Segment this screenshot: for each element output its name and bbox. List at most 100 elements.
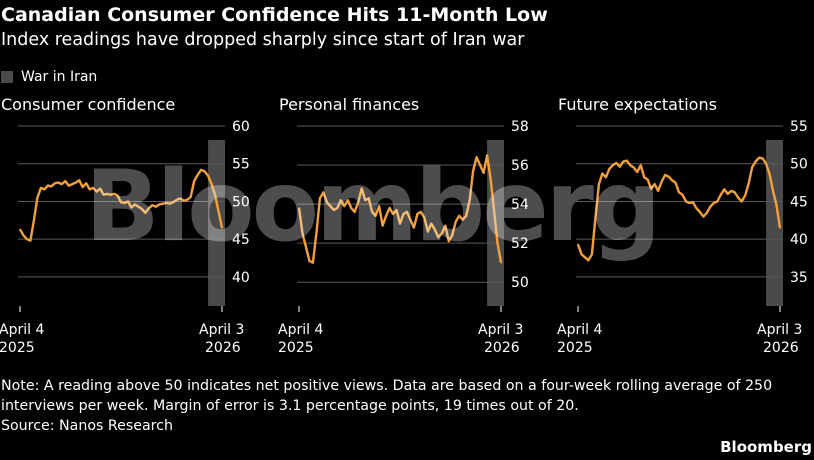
data-point-future-expectations (727, 193, 729, 195)
y-tick-label-future-expectations: 40 (790, 232, 808, 248)
data-point-personal-finances (402, 213, 405, 215)
data-point-future-expectations (723, 188, 726, 191)
data-point-consumer-confidence (207, 175, 209, 177)
data-point-consumer-confidence (221, 227, 223, 229)
data-point-consumer-confidence (127, 200, 129, 203)
data-point-personal-finances (472, 170, 474, 172)
data-point-consumer-confidence (123, 202, 126, 204)
data-point-personal-finances (312, 261, 314, 264)
data-point-personal-finances (388, 207, 391, 209)
data-point-consumer-confidence (137, 205, 140, 208)
data-point-personal-finances (333, 209, 335, 211)
data-point-personal-finances (381, 224, 384, 227)
data-point-future-expectations (667, 175, 670, 178)
data-point-personal-finances (448, 240, 450, 242)
legend: War in Iran (1, 69, 97, 85)
x-tick-label-future-expectations: April 4 (557, 322, 602, 338)
data-point-future-expectations (591, 253, 593, 256)
data-point-personal-finances (434, 228, 436, 231)
data-point-consumer-confidence (92, 187, 94, 189)
data-point-consumer-confidence (165, 202, 168, 204)
data-point-personal-finances (378, 205, 380, 207)
data-point-future-expectations (646, 178, 649, 181)
x-tick-label-consumer-confidence: April 3 (199, 322, 244, 338)
y-tick-label-personal-finances: 50 (511, 275, 529, 291)
data-point-consumer-confidence (43, 188, 46, 191)
data-point-future-expectations (632, 166, 635, 169)
data-point-personal-finances (301, 232, 304, 235)
data-point-future-expectations (619, 165, 621, 168)
data-point-personal-finances (413, 226, 415, 229)
war-band-future-expectations (766, 140, 783, 306)
data-point-consumer-confidence (109, 193, 112, 196)
data-point-future-expectations (733, 191, 736, 194)
data-point-consumer-confidence (182, 199, 185, 202)
chart-title: Canadian Consumer Confidence Hits 11-Mon… (1, 4, 548, 26)
data-point-future-expectations (674, 181, 677, 184)
data-point-personal-finances (423, 217, 426, 219)
data-point-personal-finances (465, 215, 468, 217)
data-point-consumer-confidence (214, 193, 216, 196)
data-point-future-expectations (626, 159, 628, 162)
data-point-personal-finances (326, 201, 328, 203)
data-point-consumer-confidence (162, 202, 164, 205)
data-point-consumer-confidence (22, 234, 25, 237)
data-point-personal-finances (416, 213, 419, 215)
data-point-future-expectations (772, 190, 774, 192)
data-point-future-expectations (699, 211, 701, 213)
data-point-future-expectations (765, 162, 767, 165)
data-point-consumer-confidence (175, 199, 178, 201)
y-tick-label-consumer-confidence: 40 (232, 270, 250, 286)
y-tick-label-future-expectations: 55 (790, 119, 808, 135)
y-tick-label-consumer-confidence: 60 (232, 119, 250, 135)
data-point-personal-finances (308, 260, 311, 262)
data-point-consumer-confidence (148, 207, 150, 209)
war-legend-swatch (1, 71, 13, 83)
data-point-personal-finances (482, 172, 485, 174)
data-point-consumer-confidence (200, 169, 202, 171)
data-point-future-expectations (601, 172, 604, 175)
data-point-future-expectations (775, 204, 778, 206)
panel-title-future-expectations: Future expectations (558, 95, 717, 114)
data-point-consumer-confidence (57, 181, 60, 184)
data-point-future-expectations (653, 183, 656, 185)
data-point-personal-finances (305, 246, 307, 248)
data-point-future-expectations (779, 227, 781, 229)
data-point-consumer-confidence (189, 196, 192, 198)
war-band-consumer-confidence (208, 140, 225, 306)
data-point-future-expectations (598, 183, 600, 185)
data-point-personal-finances (353, 211, 356, 213)
data-point-consumer-confidence (64, 180, 67, 182)
data-point-consumer-confidence (61, 183, 63, 185)
data-point-consumer-confidence (33, 219, 35, 222)
y-tick-label-future-expectations: 50 (790, 157, 808, 173)
y-tick-label-future-expectations: 35 (790, 270, 808, 286)
data-point-consumer-confidence (40, 187, 42, 189)
y-tick-label-personal-finances: 52 (511, 236, 529, 252)
data-point-personal-finances (374, 215, 377, 217)
data-point-future-expectations (577, 243, 579, 246)
data-point-future-expectations (709, 205, 712, 208)
bloomberg-logo: Bloomberg (720, 438, 812, 456)
data-point-consumer-confidence (193, 180, 195, 182)
data-point-consumer-confidence (95, 190, 98, 193)
data-point-future-expectations (580, 253, 583, 256)
data-point-consumer-confidence (47, 184, 49, 187)
footnote: Note: A reading above 50 indicates net p… (1, 378, 773, 414)
data-point-personal-finances (409, 218, 412, 221)
data-point-personal-finances (479, 164, 481, 166)
data-point-consumer-confidence (141, 208, 143, 210)
data-point-consumer-confidence (68, 184, 70, 187)
data-point-personal-finances (430, 222, 433, 225)
data-point-personal-finances (371, 211, 373, 213)
source-line: Source: Nanos Research (1, 418, 173, 434)
data-point-consumer-confidence (151, 204, 154, 206)
data-point-future-expectations (615, 162, 618, 164)
chart-subtitle: Index readings have dropped sharply sinc… (1, 30, 525, 50)
data-point-consumer-confidence (158, 203, 161, 206)
data-point-future-expectations (730, 190, 732, 192)
data-point-future-expectations (706, 212, 708, 214)
data-point-future-expectations (605, 176, 607, 179)
data-point-future-expectations (639, 164, 642, 166)
data-point-personal-finances (437, 236, 440, 239)
